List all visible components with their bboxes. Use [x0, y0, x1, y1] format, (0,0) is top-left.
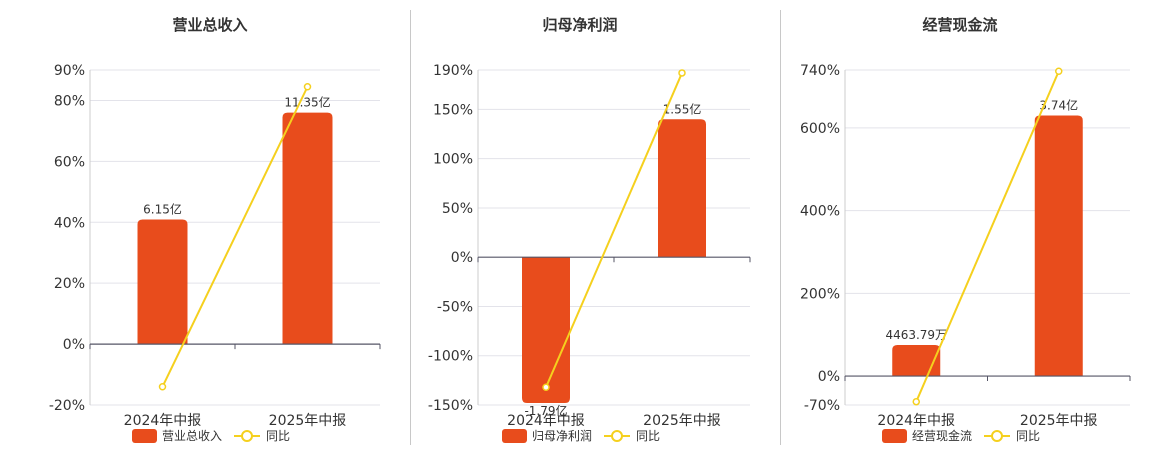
legend-bar-label: 营业总收入: [162, 429, 222, 443]
legend-bar-label: 经营现金流: [912, 428, 972, 443]
bar: [282, 112, 333, 345]
y-tick-label: 40%: [54, 215, 85, 231]
y-tick-label: -150%: [428, 398, 473, 414]
x-category-label: 2024年中报: [877, 413, 955, 429]
chart-title: 经营现金流: [922, 16, 997, 34]
yoy-line: [545, 72, 683, 388]
yoy-line: [161, 86, 309, 388]
y-tick-label: -50%: [437, 299, 473, 315]
yoy-point: [303, 83, 312, 91]
y-tick-label: 200%: [800, 286, 840, 302]
bar-value-label: 11.35亿: [284, 95, 330, 110]
bar-value-label: 4463.79万: [885, 328, 947, 342]
legend-line-marker: [241, 430, 253, 442]
yoy-point: [912, 397, 920, 406]
bar: [1034, 115, 1083, 377]
y-tick-label: 100%: [433, 152, 473, 168]
y-tick-label: 50%: [442, 201, 473, 217]
yoy-point: [542, 383, 550, 392]
panel-divider: [410, 10, 411, 445]
legend-line-marker: [611, 430, 623, 442]
bar: [892, 345, 941, 377]
bar: [137, 219, 188, 345]
yoy-point: [158, 382, 167, 391]
bar: [658, 119, 706, 258]
y-tick-label: 190%: [433, 63, 473, 79]
x-category-label: 2024年中报: [124, 413, 202, 429]
legend-bar-swatch: [882, 429, 907, 443]
yoy-point: [678, 69, 686, 77]
bar-value-label: 6.15亿: [143, 202, 182, 217]
chart-title: 营业总收入: [172, 16, 247, 34]
legend-line-marker: [991, 430, 1003, 442]
y-tick-label: 60%: [54, 154, 85, 170]
x-category-label: 2025年中报: [1020, 413, 1098, 429]
y-tick-label: 400%: [800, 204, 840, 220]
legend-bar-label: 归母净利润: [532, 429, 592, 443]
legend-line-label: 同比: [636, 429, 660, 443]
x-category-label: 2025年中报: [269, 413, 347, 429]
y-tick-label: 150%: [433, 102, 473, 118]
y-tick-label: -70%: [804, 398, 840, 414]
x-category-label: 2024年中报: [507, 413, 585, 429]
yoy-line: [915, 70, 1060, 403]
y-tick-label: 0%: [818, 369, 840, 385]
y-tick-label: 80%: [54, 93, 85, 109]
y-tick-label: 20%: [54, 276, 85, 292]
y-tick-label: 0%: [63, 337, 85, 353]
legend-line-label: 同比: [1016, 429, 1040, 443]
panel-divider: [780, 10, 781, 445]
legend-bar-swatch: [132, 429, 157, 443]
y-tick-label: -100%: [428, 349, 473, 365]
y-tick-label: 90%: [54, 63, 85, 79]
y-tick-label: 0%: [451, 250, 473, 266]
chart-title: 归母净利润: [542, 16, 617, 34]
legend-bar-swatch: [502, 429, 527, 443]
y-tick-label: 740%: [800, 63, 840, 79]
y-tick-label: 600%: [800, 121, 840, 137]
bar-value-label: 3.74亿: [1039, 97, 1078, 112]
bar-value-label: 1.55亿: [663, 101, 702, 116]
y-tick-label: -20%: [49, 398, 85, 414]
yoy-point: [1055, 67, 1063, 75]
bar-value-label: -1.79亿: [524, 403, 567, 418]
legend-line-label: 同比: [266, 429, 290, 443]
bar: [522, 257, 570, 404]
x-category-label: 2025年中报: [643, 413, 721, 429]
